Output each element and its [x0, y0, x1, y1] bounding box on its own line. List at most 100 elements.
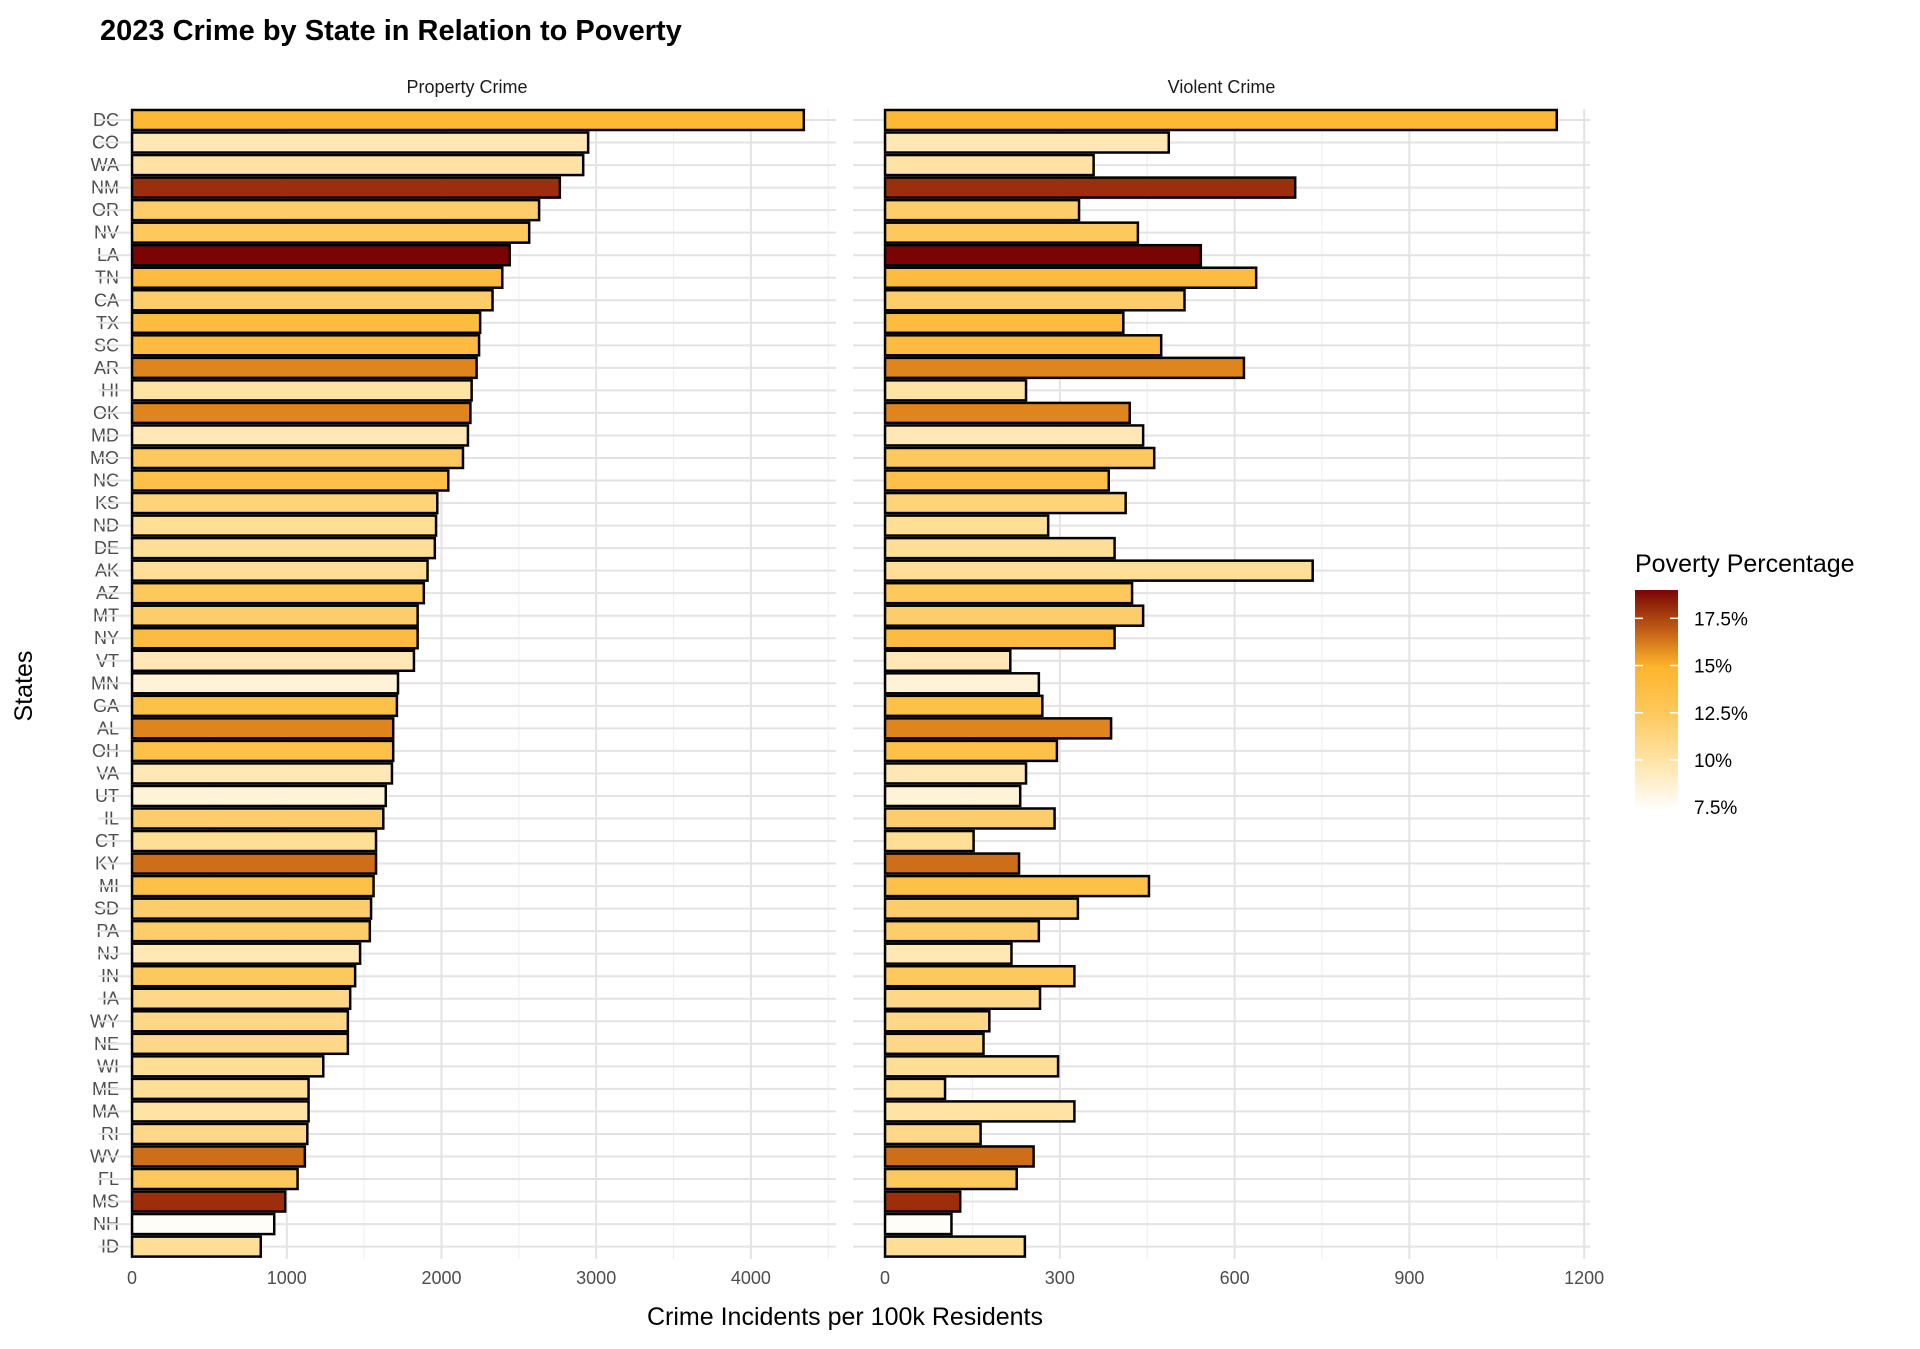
bar-la — [883, 243, 1203, 267]
legend-tick-label: 17.5% — [1694, 609, 1748, 630]
bar-in — [130, 964, 357, 988]
bar-ma — [883, 1100, 1076, 1123]
bar-al — [130, 717, 395, 740]
bar-ky — [883, 852, 1021, 875]
bar-ma — [130, 1100, 310, 1123]
bar-mt — [883, 604, 1145, 627]
bar-ar — [130, 356, 478, 380]
bar-mt — [130, 604, 419, 627]
bar-ks — [883, 491, 1127, 515]
bar-wa — [130, 153, 585, 177]
bar-ia — [883, 987, 1042, 1010]
bar-mi — [883, 874, 1151, 898]
bar-va — [130, 762, 394, 785]
bar-sd — [130, 897, 373, 920]
bar-pa — [883, 919, 1041, 943]
bar-az — [883, 581, 1134, 605]
panel-violent-crime: Violent Crime 0 300 600 900 1200 — [853, 77, 1604, 1288]
bar-nd — [883, 514, 1050, 537]
bar-ct — [130, 829, 378, 853]
bar-ct — [883, 829, 975, 853]
x-tick-label: 1200 — [1564, 1268, 1604, 1288]
bar-pa — [130, 919, 372, 943]
bar-hi — [883, 379, 1028, 402]
bar-ks — [130, 491, 439, 515]
bar-tx — [883, 311, 1125, 335]
bar-ak — [130, 559, 429, 582]
x-tick-label: 2000 — [421, 1268, 461, 1288]
bar-in — [883, 964, 1076, 988]
facet-strip-label: Property Crime — [406, 77, 527, 97]
bar-nv — [130, 221, 531, 244]
bar-nc — [130, 469, 450, 492]
bar-tx — [130, 311, 482, 335]
x-tick-label: 1000 — [267, 1268, 307, 1288]
bar-wi — [883, 1055, 1060, 1078]
bar-mi — [130, 874, 375, 898]
bar-ri — [130, 1122, 309, 1146]
bar-mo — [883, 446, 1156, 470]
bar-wi — [130, 1055, 325, 1078]
bar-me — [130, 1077, 310, 1101]
bar-tn — [883, 266, 1258, 289]
bar-ut — [883, 784, 1022, 808]
bar-ms — [130, 1190, 287, 1213]
bar-ky — [130, 852, 378, 875]
bar-md — [130, 424, 470, 447]
bar-fl — [130, 1167, 299, 1191]
bar-co — [883, 131, 1171, 154]
bar-wy — [130, 1010, 350, 1033]
x-tick-label: 600 — [1220, 1268, 1250, 1288]
bar-me — [883, 1077, 947, 1101]
bar-wv — [883, 1145, 1035, 1168]
bar-ar — [883, 356, 1246, 380]
bar-mn — [130, 672, 400, 695]
bar-nj — [883, 942, 1013, 965]
y-axis-title: States — [10, 651, 38, 722]
facet-strip-label: Violent Crime — [1168, 77, 1276, 97]
bar-dc — [130, 108, 806, 132]
bar-co — [130, 131, 590, 154]
bar-ms — [883, 1190, 962, 1213]
x-tick-label: 900 — [1394, 1268, 1424, 1288]
bar-de — [883, 536, 1116, 560]
bar-nh — [130, 1212, 276, 1236]
legend-tick-label: 7.5% — [1694, 798, 1737, 819]
legend: Poverty Percentage 7.5% 10% 12.5% 15% 17.5% — [1635, 550, 1855, 819]
bar-ca — [883, 289, 1186, 312]
x-axis-title: Crime Incidents per 100k Residents — [647, 1303, 1043, 1331]
bar-vt — [883, 649, 1012, 673]
bar-nd — [130, 514, 438, 537]
bar-mo — [130, 446, 465, 470]
legend-colorbar — [1635, 590, 1678, 811]
bar-ga — [883, 694, 1044, 718]
bar-ak — [883, 559, 1314, 582]
bar-wa — [883, 153, 1095, 177]
bar-oh — [130, 739, 395, 763]
bar-oh — [883, 739, 1059, 763]
bar-id — [883, 1235, 1027, 1258]
bar-md — [883, 424, 1145, 447]
chart-title: 2023 Crime by State in Relation to Pover… — [100, 15, 682, 47]
bar-sc — [883, 334, 1163, 357]
bar-ut — [130, 784, 388, 808]
bar-ok — [883, 401, 1131, 425]
bar-de — [130, 536, 437, 560]
bar-ga — [130, 694, 399, 718]
bar-mn — [883, 672, 1041, 695]
bar-la — [130, 243, 511, 267]
bar-ny — [130, 626, 419, 650]
bar-nh — [883, 1212, 953, 1236]
bar-nj — [130, 942, 362, 965]
bar-or — [883, 198, 1081, 222]
bar-sd — [883, 897, 1080, 920]
legend-tick-label: 15% — [1694, 657, 1732, 678]
bar-id — [130, 1235, 263, 1258]
bar-nc — [883, 469, 1111, 492]
bar-nv — [883, 221, 1140, 244]
legend-tick-label: 10% — [1694, 751, 1732, 772]
x-tick-label: 0 — [880, 1268, 890, 1288]
bar-va — [883, 762, 1028, 785]
bar-il — [130, 807, 385, 830]
